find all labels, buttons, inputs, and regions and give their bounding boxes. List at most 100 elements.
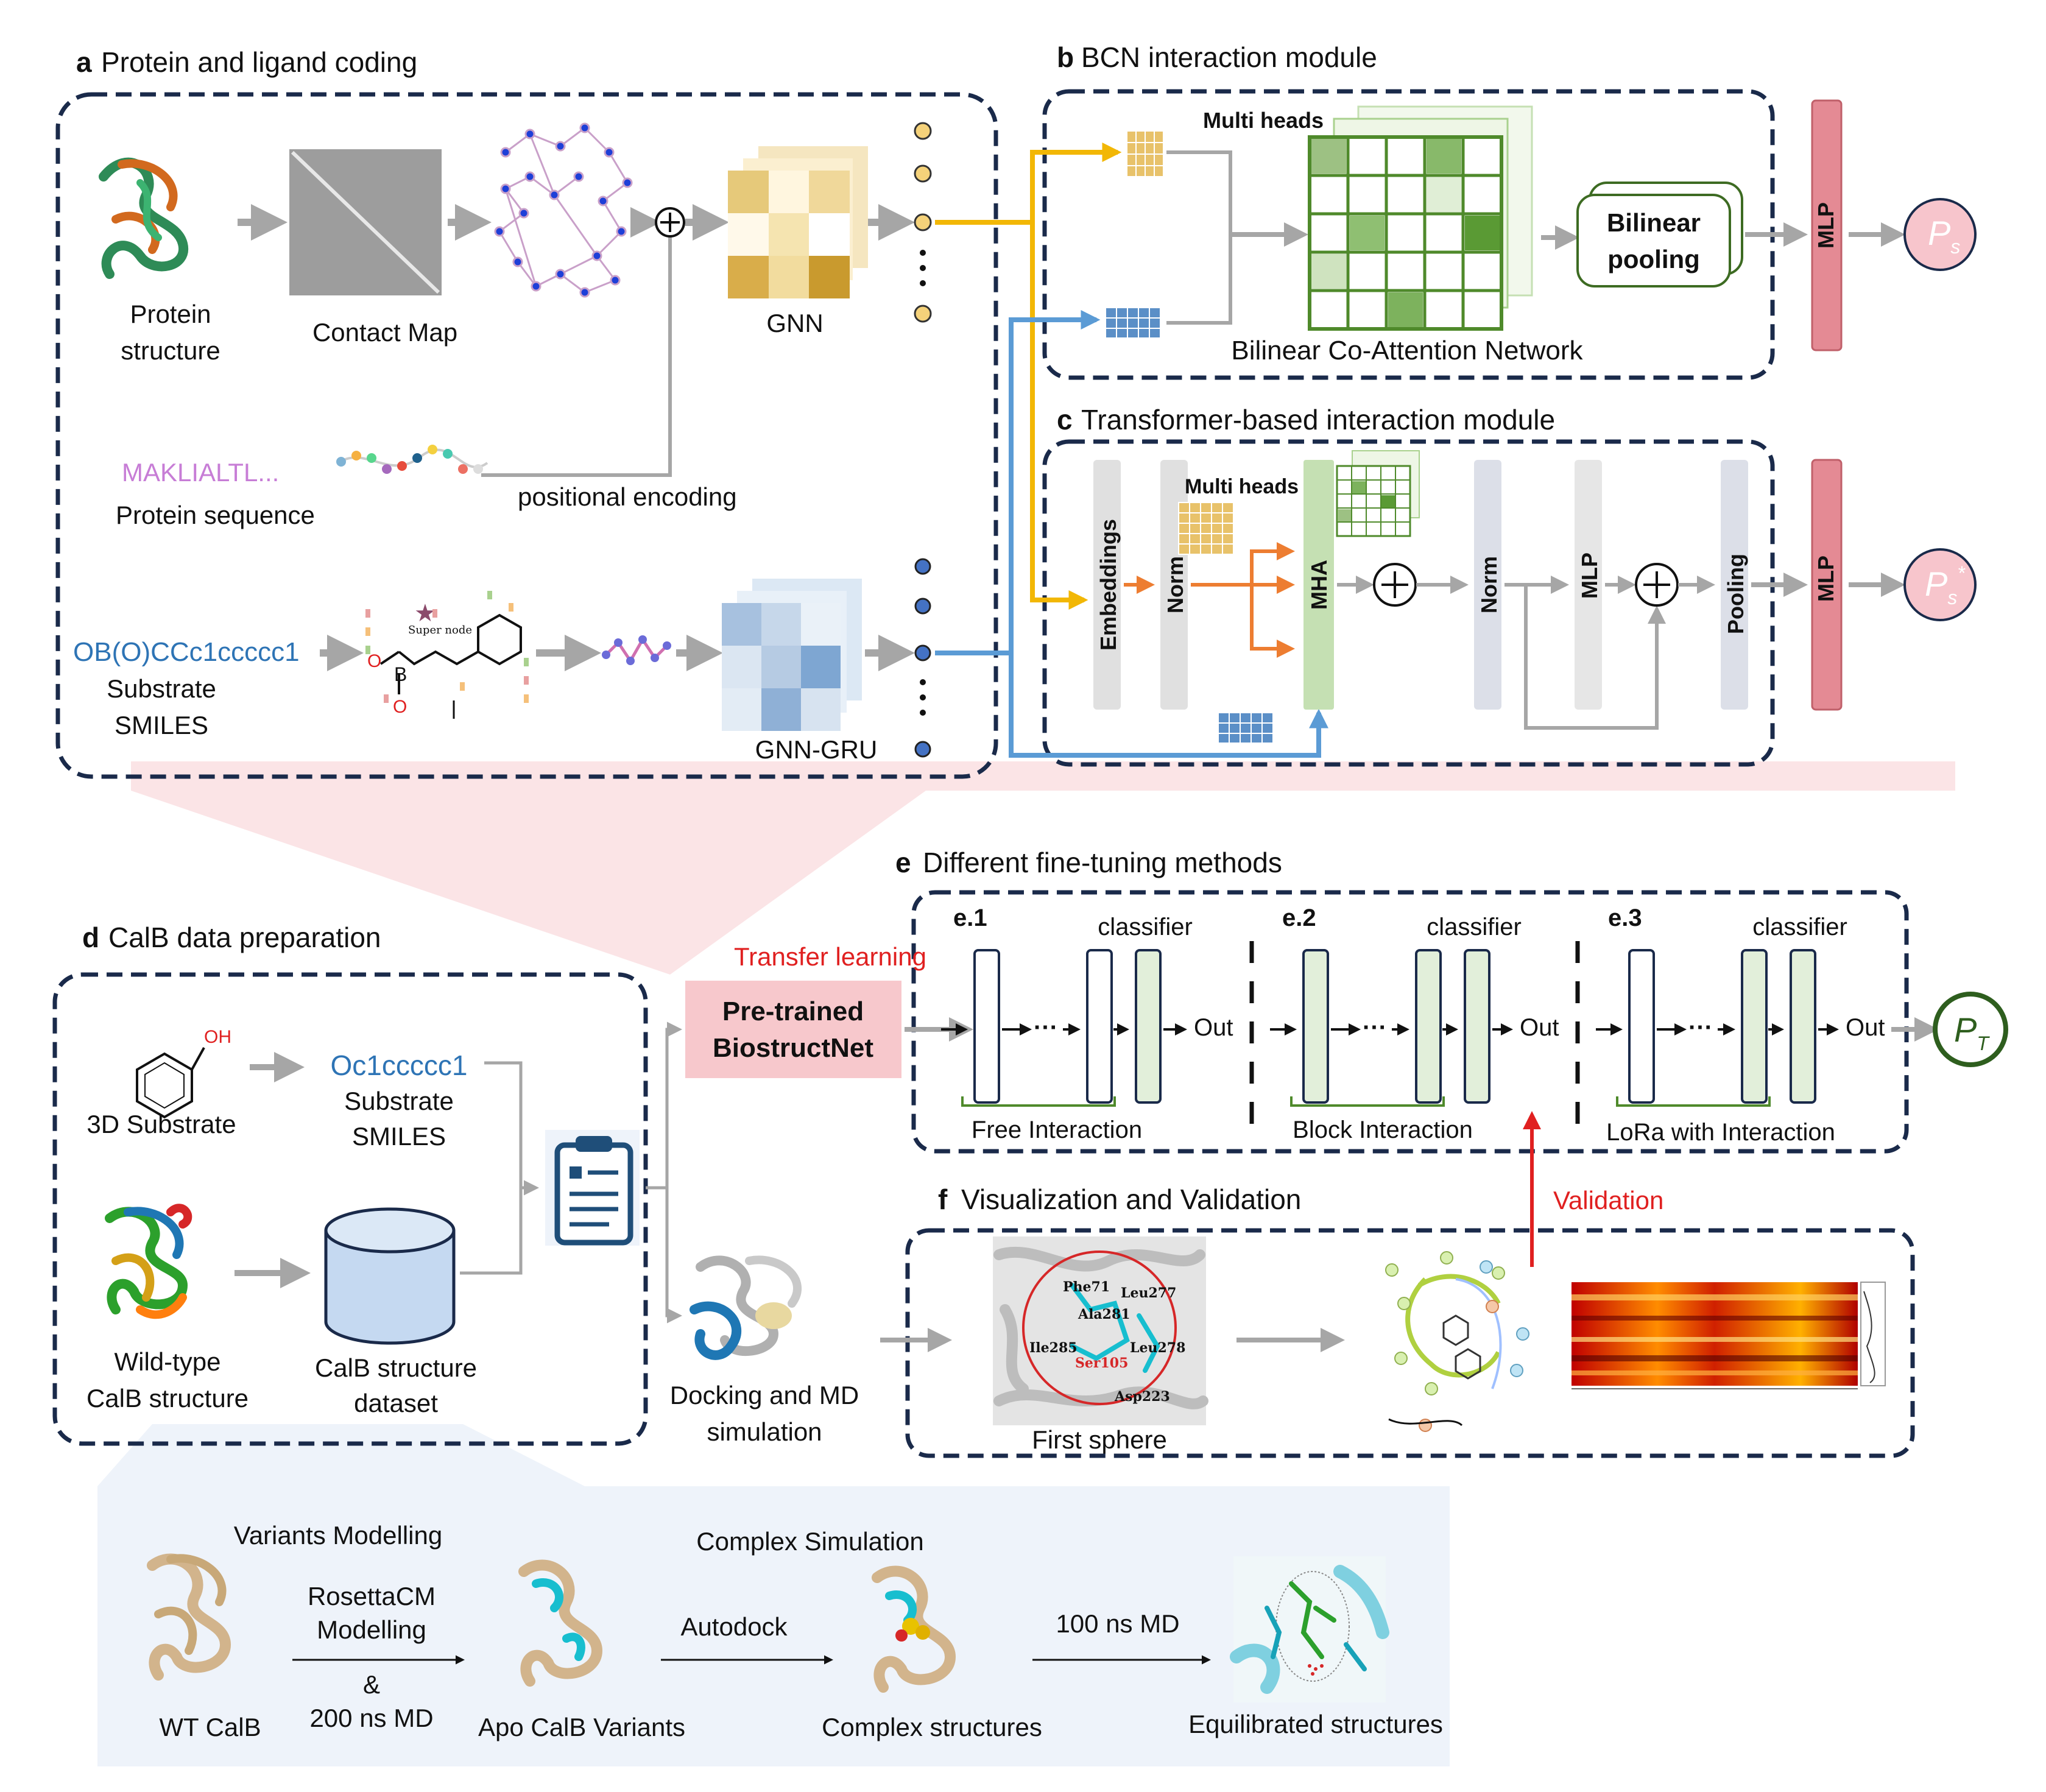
panel-d-letter: d bbox=[82, 922, 99, 953]
e2-dots: ··· bbox=[1363, 1014, 1387, 1041]
residue-ser105: Ser105 bbox=[1075, 1355, 1128, 1371]
method-e1-classifier: classifier bbox=[1098, 914, 1193, 940]
substrate-molecule-image: ★ bbox=[365, 591, 529, 719]
variants-modelling-title: Variants Modelling bbox=[234, 1521, 442, 1550]
panel-e-letter: e bbox=[895, 847, 911, 878]
bcn-label: Bilinear Co-Attention Network bbox=[1231, 336, 1583, 365]
norm2-label: Norm bbox=[1476, 556, 1501, 613]
heatmap-image bbox=[1572, 1282, 1886, 1389]
e3-layer-n bbox=[1741, 949, 1768, 1104]
transformer-substrate-head-grid bbox=[1218, 712, 1274, 744]
smiles-to-clipboard-line bbox=[484, 1061, 539, 1196]
residue-leu278: Leu278 bbox=[1130, 1340, 1185, 1356]
residue-ala281: Ala281 bbox=[1078, 1307, 1131, 1322]
panel-b-letter: b bbox=[1057, 41, 1074, 73]
add-circle-icon-2 bbox=[1635, 563, 1679, 607]
pretrained-biostructnet-box[interactable] bbox=[685, 981, 901, 1078]
super-node-label: Super node bbox=[408, 624, 472, 637]
substrate-node-ellipsis-icon bbox=[920, 679, 926, 716]
protein-sequence-text: MAKLIALTL... bbox=[122, 458, 279, 487]
method-e3-classifier: classifier bbox=[1752, 914, 1847, 940]
clipboard-branch-line bbox=[646, 1021, 682, 1190]
substrate-wave-image bbox=[602, 635, 671, 665]
e1-layer-n bbox=[1086, 949, 1113, 1104]
panel-b-title: BCN interaction module bbox=[1081, 41, 1377, 73]
dataset-label: CalB structure bbox=[315, 1353, 477, 1382]
d-smiles-text: Oc1ccccc1 bbox=[331, 1049, 468, 1081]
protein-graph-image bbox=[494, 122, 633, 298]
panel-e-frame bbox=[911, 890, 1909, 1154]
transformer-attention-grid bbox=[1336, 450, 1420, 537]
mlp-b-label: MLP bbox=[1813, 202, 1838, 249]
method-e2-classifier: classifier bbox=[1427, 914, 1522, 940]
first-sphere-image bbox=[993, 1236, 1208, 1425]
panel-f-letter: f bbox=[938, 1183, 948, 1215]
e2-layer-1 bbox=[1302, 949, 1329, 1104]
gnn-gru-matrix-image bbox=[722, 579, 862, 731]
e1-bracket bbox=[961, 1096, 1116, 1107]
atom-b-label: B bbox=[394, 663, 407, 685]
output-ps-label: Ps bbox=[1928, 214, 1960, 258]
output-pt-label: PT bbox=[1954, 1011, 1990, 1054]
apo-label: Apo CalB Variants bbox=[478, 1713, 685, 1741]
e2-out-label: Out bbox=[1520, 1014, 1559, 1041]
norm-to-mha-q bbox=[1250, 542, 1295, 585]
method-e2-id: e.2 bbox=[1282, 905, 1316, 931]
clipboard-icon bbox=[545, 1130, 640, 1246]
mlp-b-box[interactable] bbox=[1811, 99, 1843, 351]
atom-o1-label: O bbox=[367, 651, 381, 671]
phenol-oh-label: OH bbox=[204, 1027, 231, 1047]
contact-map-diagonal bbox=[291, 150, 440, 294]
protein-head-grid-b bbox=[1126, 130, 1164, 177]
e1-layer-1 bbox=[973, 949, 1000, 1104]
e1-classifier-box bbox=[1135, 949, 1162, 1104]
bcn-multi-heads-label: Multi heads bbox=[1203, 108, 1324, 133]
docking-label: Docking and MD bbox=[670, 1381, 859, 1409]
mlp-c-box[interactable] bbox=[1811, 459, 1843, 711]
complex-simulation-title: Complex Simulation bbox=[696, 1527, 924, 1556]
pretrained-label-2: BiostructNet bbox=[713, 1033, 873, 1063]
e3-classifier-box bbox=[1790, 949, 1816, 1104]
transformer-protein-head-grid bbox=[1178, 502, 1234, 555]
panel-d-title: CalB data preparation bbox=[108, 922, 381, 953]
e2-bracket bbox=[1290, 1096, 1445, 1107]
equilibrated-structure-image bbox=[1230, 1556, 1389, 1702]
e3-layer-1 bbox=[1628, 949, 1655, 1104]
positional-encoding-label: positional encoding bbox=[518, 482, 737, 511]
e3-bracket bbox=[1616, 1096, 1771, 1107]
dataset-to-clipboard-line bbox=[460, 1188, 523, 1275]
e3-dots: ··· bbox=[1688, 1014, 1713, 1041]
pooling-label: Pooling bbox=[1723, 554, 1748, 634]
d-substrate-smiles-label: Substrate bbox=[344, 1087, 454, 1115]
bilinear-pooling-label-2: pooling bbox=[1607, 245, 1700, 273]
e2-caption: Block Interaction bbox=[1293, 1116, 1473, 1143]
embeddings-bar bbox=[1093, 460, 1121, 710]
mha-label: MHA bbox=[1307, 560, 1332, 610]
clipboard-branch-line-2 bbox=[665, 1188, 682, 1324]
rosetta-label-2: Modelling bbox=[317, 1615, 426, 1644]
protein-feature-line-c bbox=[1030, 222, 1088, 610]
d-substrate-smiles-label-2: SMILES bbox=[352, 1122, 446, 1151]
method-e3-id: e.3 bbox=[1608, 905, 1642, 931]
method-e2: e.2 classifier ··· Out Block Interaction bbox=[1270, 905, 1559, 1143]
bcn-attention-matrix bbox=[1308, 105, 1533, 331]
substrate-feature-line-c bbox=[1009, 653, 1328, 758]
complex-label: Complex structures bbox=[822, 1713, 1042, 1741]
panel-c-title: Transformer-based interaction module bbox=[1081, 404, 1555, 436]
norm2-bar bbox=[1474, 460, 1501, 710]
add-circle-icon-1 bbox=[1373, 563, 1417, 607]
transformer-multi-heads-label: Multi heads bbox=[1185, 475, 1299, 498]
e2-layer-n bbox=[1415, 949, 1442, 1104]
residue-ile285: Ile285 bbox=[1029, 1340, 1078, 1356]
zoom-connector-blue bbox=[97, 1424, 585, 1486]
first-sphere-label: First sphere bbox=[1032, 1425, 1167, 1454]
wt-calb-label: WT CalB bbox=[159, 1713, 261, 1741]
mlp-inner-label: MLP bbox=[1577, 552, 1602, 599]
rosetta-label: RosettaCM bbox=[308, 1582, 436, 1610]
bottom-panel-bg bbox=[97, 1486, 1450, 1766]
plus-circle-icon bbox=[655, 207, 685, 238]
panel-d-frame bbox=[52, 972, 648, 1446]
md100-label: 100 ns MD bbox=[1056, 1609, 1179, 1638]
docking-label-2: simulation bbox=[707, 1417, 822, 1446]
embeddings-label: Embeddings bbox=[1096, 519, 1121, 651]
